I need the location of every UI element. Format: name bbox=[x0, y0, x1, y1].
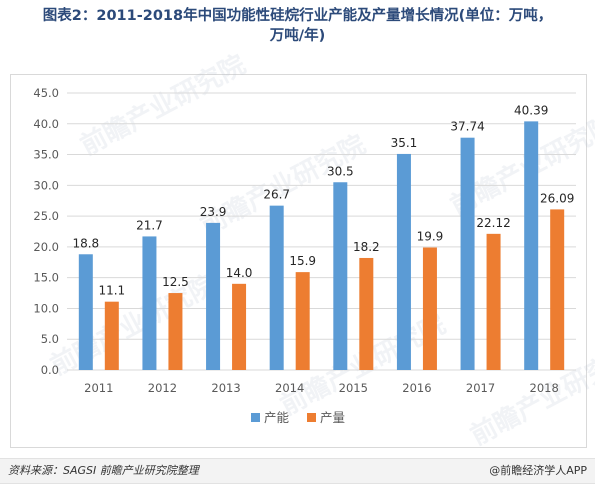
data-label-capacity-2011: 18.8 bbox=[72, 236, 99, 250]
legend-label-capacity: 产能 bbox=[264, 410, 290, 425]
data-label-output-2017: 22.12 bbox=[476, 216, 510, 230]
data-label-output-2013: 14.0 bbox=[226, 266, 253, 280]
x-tick-label-2018: 2018 bbox=[530, 381, 559, 395]
bar-capacity-2017 bbox=[460, 137, 475, 370]
bar-output-2017 bbox=[486, 233, 501, 370]
y-tick-label-9: 45.0 bbox=[33, 86, 59, 100]
data-label-capacity-2013: 23.9 bbox=[200, 205, 227, 219]
legend-label-output: 产量 bbox=[320, 410, 345, 425]
y-tick-label-2: 10.0 bbox=[33, 301, 59, 315]
bar-output-2016 bbox=[422, 247, 437, 370]
y-tick-label-3: 15.0 bbox=[33, 271, 59, 285]
data-label-capacity-2018: 40.39 bbox=[514, 103, 548, 117]
y-tick-label-6: 30.0 bbox=[33, 178, 59, 192]
data-label-output-2015: 18.2 bbox=[353, 240, 380, 254]
bar-output-2015 bbox=[359, 257, 374, 370]
bar-capacity-2016 bbox=[396, 153, 411, 370]
y-tick-label-0: 0.0 bbox=[41, 363, 59, 377]
bar-capacity-2011 bbox=[78, 254, 93, 370]
bar-capacity-2013 bbox=[206, 222, 221, 370]
bar-chart: 0.0 5.0 10.0 15.0 20.0 25.0 30.0 35.0 40.0 45.0 18… bbox=[33, 86, 576, 425]
y-tick-label-4: 20.0 bbox=[33, 240, 59, 254]
data-label-output-2014: 15.9 bbox=[289, 254, 316, 268]
legend-swatch-capacity bbox=[251, 413, 260, 422]
footer: 资料来源：SAGSI 前瞻产业研究院整理 @前瞻经济学人APP bbox=[0, 458, 595, 484]
x-tick-label-2012: 2012 bbox=[148, 381, 177, 395]
bar-output-2014 bbox=[295, 272, 310, 370]
chart-title-line-2: 万吨/年) bbox=[269, 28, 326, 44]
source-note: 资料来源：SAGSI 前瞻产业研究院整理 bbox=[8, 464, 199, 477]
bar-capacity-2015 bbox=[333, 182, 348, 370]
y-tick-label-7: 35.0 bbox=[33, 148, 59, 162]
y-tick-label-8: 40.0 bbox=[33, 117, 59, 131]
chart-frame: 前瞻产业研究院 前瞻产业研究院 前瞻产业研究院 前瞻产业研究院 前瞻产业研究院 … bbox=[10, 50, 595, 452]
bar-capacity-2018 bbox=[524, 121, 539, 370]
chart-title: 图表2：2011-2018年中国功能性硅烷行业产能及产量增长情况(单位：万吨， … bbox=[0, 6, 595, 46]
data-label-output-2011: 11.1 bbox=[98, 284, 125, 298]
data-label-capacity-2016: 35.1 bbox=[391, 136, 418, 150]
data-label-output-2016: 19.9 bbox=[417, 230, 444, 244]
bar-output-2011 bbox=[104, 301, 119, 370]
y-tick-label-1: 5.0 bbox=[41, 332, 59, 346]
x-tick-label-2015: 2015 bbox=[339, 381, 368, 395]
bar-output-2013 bbox=[232, 283, 247, 370]
y-tick-label-5: 25.0 bbox=[33, 209, 59, 223]
data-label-output-2012: 12.5 bbox=[162, 275, 189, 289]
legend-swatch-output bbox=[307, 413, 316, 422]
data-label-capacity-2012: 21.7 bbox=[136, 218, 163, 232]
bar-capacity-2014 bbox=[269, 205, 284, 370]
x-tick-label-2011: 2011 bbox=[84, 381, 113, 395]
chart-title-line-1: 图表2：2011-2018年中国功能性硅烷行业产能及产量增长情况(单位：万吨， bbox=[42, 8, 553, 24]
bar-capacity-2012 bbox=[142, 236, 157, 370]
data-label-output-2018: 26.09 bbox=[540, 191, 574, 205]
x-tick-label-2016: 2016 bbox=[402, 381, 431, 395]
bar-output-2012 bbox=[168, 293, 183, 370]
x-tick-label-2013: 2013 bbox=[211, 381, 240, 395]
x-tick-label-2014: 2014 bbox=[275, 381, 304, 395]
bar-output-2018 bbox=[550, 209, 565, 370]
data-label-capacity-2015: 30.5 bbox=[327, 164, 354, 178]
data-label-capacity-2014: 26.7 bbox=[263, 188, 290, 202]
brand-label: @前瞻经济学人APP bbox=[489, 464, 587, 477]
x-tick-label-2017: 2017 bbox=[466, 381, 495, 395]
data-label-capacity-2017: 37.74 bbox=[450, 120, 484, 134]
